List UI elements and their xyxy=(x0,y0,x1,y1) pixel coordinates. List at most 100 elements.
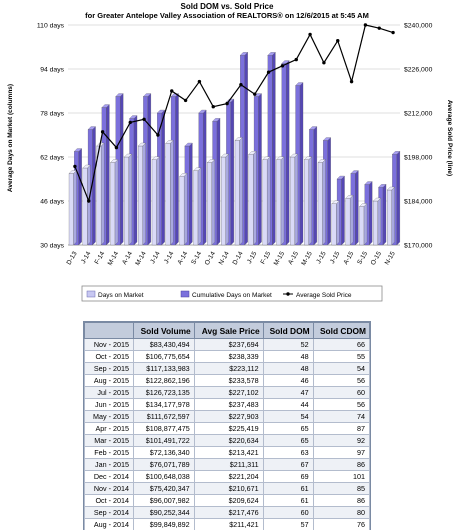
x-tick-label: N-14 xyxy=(218,250,231,266)
price-point xyxy=(101,130,104,133)
legend-swatch-cdom xyxy=(181,291,189,297)
cell-avg-sale-price: $225,419 xyxy=(194,423,263,435)
left-tick-label: 46 days xyxy=(40,199,64,206)
table-header-sold-dom: Sold DOM xyxy=(263,323,313,339)
dom-bar-side xyxy=(115,160,118,246)
price-point xyxy=(129,121,132,124)
cell-sold-volume: $122,862,196 xyxy=(134,375,195,387)
cdom-bar-side xyxy=(397,151,400,245)
dom-bar-side xyxy=(309,157,312,245)
dom-bar-side xyxy=(240,138,243,246)
dom-bar-front xyxy=(318,163,323,246)
x-tick-label: N-15 xyxy=(384,250,397,266)
left-tick-label: 110 days xyxy=(37,23,65,30)
left-axis-label: Average Days on Market (columns) xyxy=(7,84,14,192)
x-tick-label: J-14 xyxy=(163,250,176,265)
table-header-row: Sold Volume Avg Sale Price Sold DOM Sold… xyxy=(85,323,370,339)
price-point xyxy=(253,92,256,95)
cdom-bar-side xyxy=(286,61,289,246)
price-point xyxy=(295,58,298,61)
cell-month: Jul - 2015 xyxy=(85,387,134,399)
cell-sold-dom: 44 xyxy=(263,399,313,411)
cell-sold-cdom: 56 xyxy=(313,375,369,387)
cell-sold-volume: $134,177,978 xyxy=(134,399,195,411)
cdom-bar-side xyxy=(106,105,109,246)
price-point xyxy=(281,64,284,67)
dom-bar-front xyxy=(207,163,212,246)
cell-sold-cdom: 80 xyxy=(313,507,369,519)
right-tick-label: $226,000 xyxy=(404,67,433,74)
cdom-bar-side xyxy=(272,52,275,245)
x-tick-label: J-15 xyxy=(246,250,259,265)
cell-sold-volume: $100,648,038 xyxy=(134,471,195,483)
table-header-month xyxy=(85,323,134,339)
x-tick-label: O-15 xyxy=(370,250,383,266)
cell-month: Feb - 2015 xyxy=(85,447,134,459)
cell-sold-cdom: 85 xyxy=(313,483,369,495)
dom-bar-side xyxy=(226,154,229,245)
cdom-bar-side xyxy=(120,94,123,246)
cell-sold-volume: $90,252,344 xyxy=(134,507,195,519)
x-tick-label: J-15 xyxy=(329,250,342,265)
cell-sold-cdom: 87 xyxy=(313,423,369,435)
cell-sold-dom: 69 xyxy=(263,471,313,483)
dom-bar-side xyxy=(350,195,353,245)
legend-swatch-dom xyxy=(87,291,95,297)
cell-sold-dom: 52 xyxy=(263,339,313,351)
cell-month: Jan - 2015 xyxy=(85,459,134,471)
right-tick-label: $198,000 xyxy=(404,155,433,162)
dom-bar-front xyxy=(69,174,74,246)
dom-bar-front xyxy=(249,154,254,245)
cdom-bar-side xyxy=(314,127,317,246)
price-point xyxy=(308,33,311,36)
cell-sold-cdom: 92 xyxy=(313,435,369,447)
cdom-bar-side xyxy=(342,176,345,245)
cdom-bar-side xyxy=(383,184,386,245)
cell-sold-dom: 61 xyxy=(263,495,313,507)
cell-sold-volume: $99,849,892 xyxy=(134,519,195,530)
dom-bar-side xyxy=(170,140,173,245)
right-axis-ticks: $170,000$184,000$198,000$212,000$226,000… xyxy=(404,23,433,250)
cell-month: May - 2015 xyxy=(85,411,134,423)
dom-bar-side xyxy=(364,204,367,246)
x-tick-label: O-14 xyxy=(204,250,217,266)
chart-subtitle: for Greater Antelope Valley Association … xyxy=(85,11,369,20)
dom-bar-front xyxy=(290,157,295,245)
cell-sold-cdom: 54 xyxy=(313,363,369,375)
x-tick-label: A-14 xyxy=(121,250,134,266)
dom-bar-side xyxy=(143,143,146,245)
cell-avg-sale-price: $211,421 xyxy=(194,519,263,530)
cdom-bar-side xyxy=(245,52,248,245)
price-point xyxy=(156,133,159,136)
dom-bar-front xyxy=(235,141,240,246)
dom-bar-front xyxy=(194,171,199,245)
cell-avg-sale-price: $237,483 xyxy=(194,399,263,411)
left-tick-label: 94 days xyxy=(40,67,64,74)
cell-avg-sale-price: $238,339 xyxy=(194,351,263,363)
right-tick-label: $184,000 xyxy=(404,199,433,206)
cell-sold-cdom: 86 xyxy=(313,459,369,471)
cell-sold-cdom: 66 xyxy=(313,339,369,351)
dom-bar-front xyxy=(152,160,157,245)
cdom-bar-side xyxy=(189,143,192,245)
cell-month: Jun - 2015 xyxy=(85,399,134,411)
cdom-bar-side xyxy=(217,118,220,245)
cell-avg-sale-price: $209,624 xyxy=(194,495,263,507)
dom-bar-side xyxy=(392,187,395,245)
cdom-bar-side xyxy=(203,110,206,245)
cell-avg-sale-price: $233,578 xyxy=(194,375,263,387)
cell-avg-sale-price: $227,903 xyxy=(194,411,263,423)
table-header-avg-sale-price: Avg Sale Price xyxy=(194,323,263,339)
x-tick-label: M-15 xyxy=(300,250,314,267)
dom-bar-side xyxy=(267,157,270,245)
cdom-bar-side xyxy=(93,127,96,246)
cdom-bar-side xyxy=(148,94,151,246)
right-tick-label: $240,000 xyxy=(404,23,433,30)
dom-bar-front xyxy=(111,163,116,246)
